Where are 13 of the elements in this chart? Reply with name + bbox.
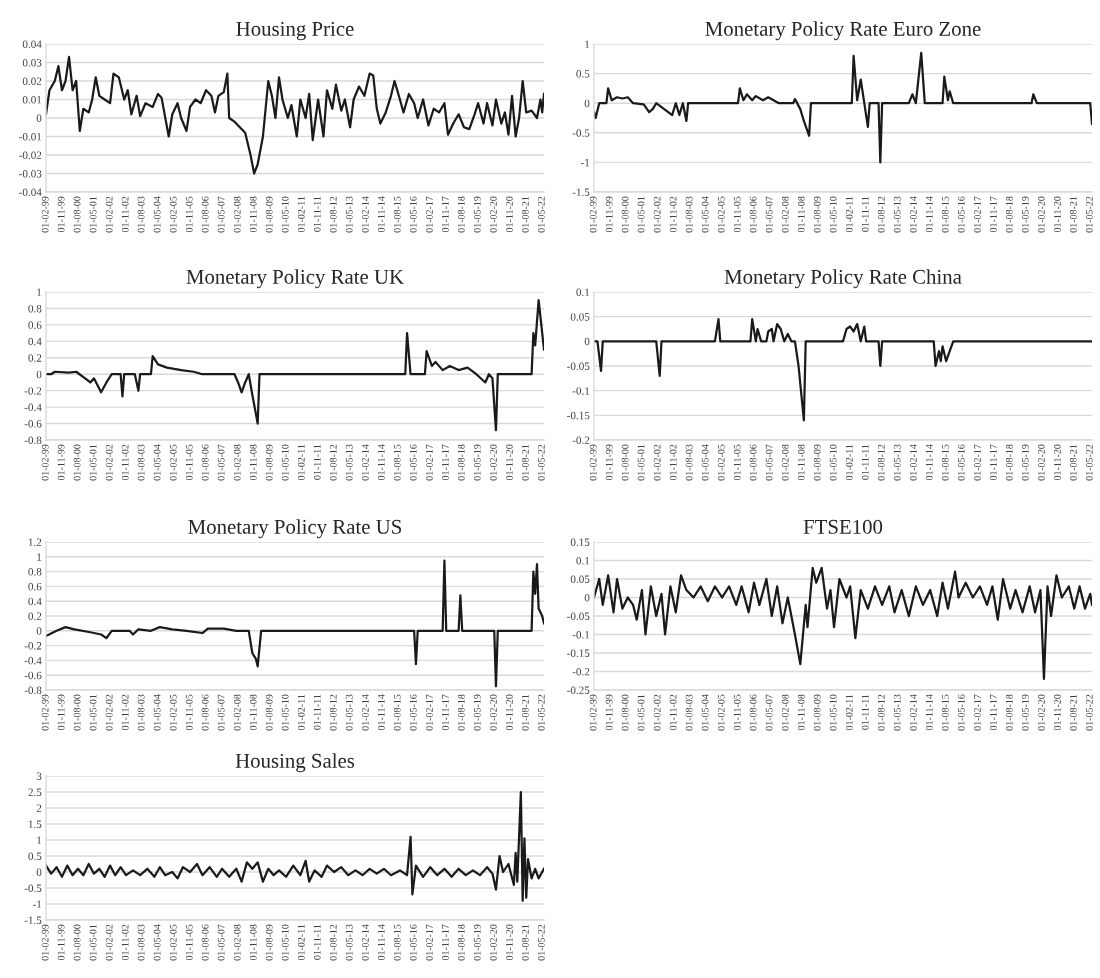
line-series [594,318,1092,422]
chart-title: Housing Price [236,21,354,41]
chart-title: Monetary Policy Rate UK [186,269,404,289]
line-series [46,55,544,175]
line-series [594,51,1092,164]
line-series [46,790,544,902]
line-series [46,299,544,432]
chart-title: Monetary Policy Rate Euro Zone [705,21,981,41]
line-series [594,566,1092,681]
chart-title: Monetary Policy Rate US [188,519,402,539]
chart-title: Monetary Policy Rate China [724,269,962,289]
chart-title: FTSE100 [803,519,883,534]
chart-title: Housing Sales [235,753,355,773]
